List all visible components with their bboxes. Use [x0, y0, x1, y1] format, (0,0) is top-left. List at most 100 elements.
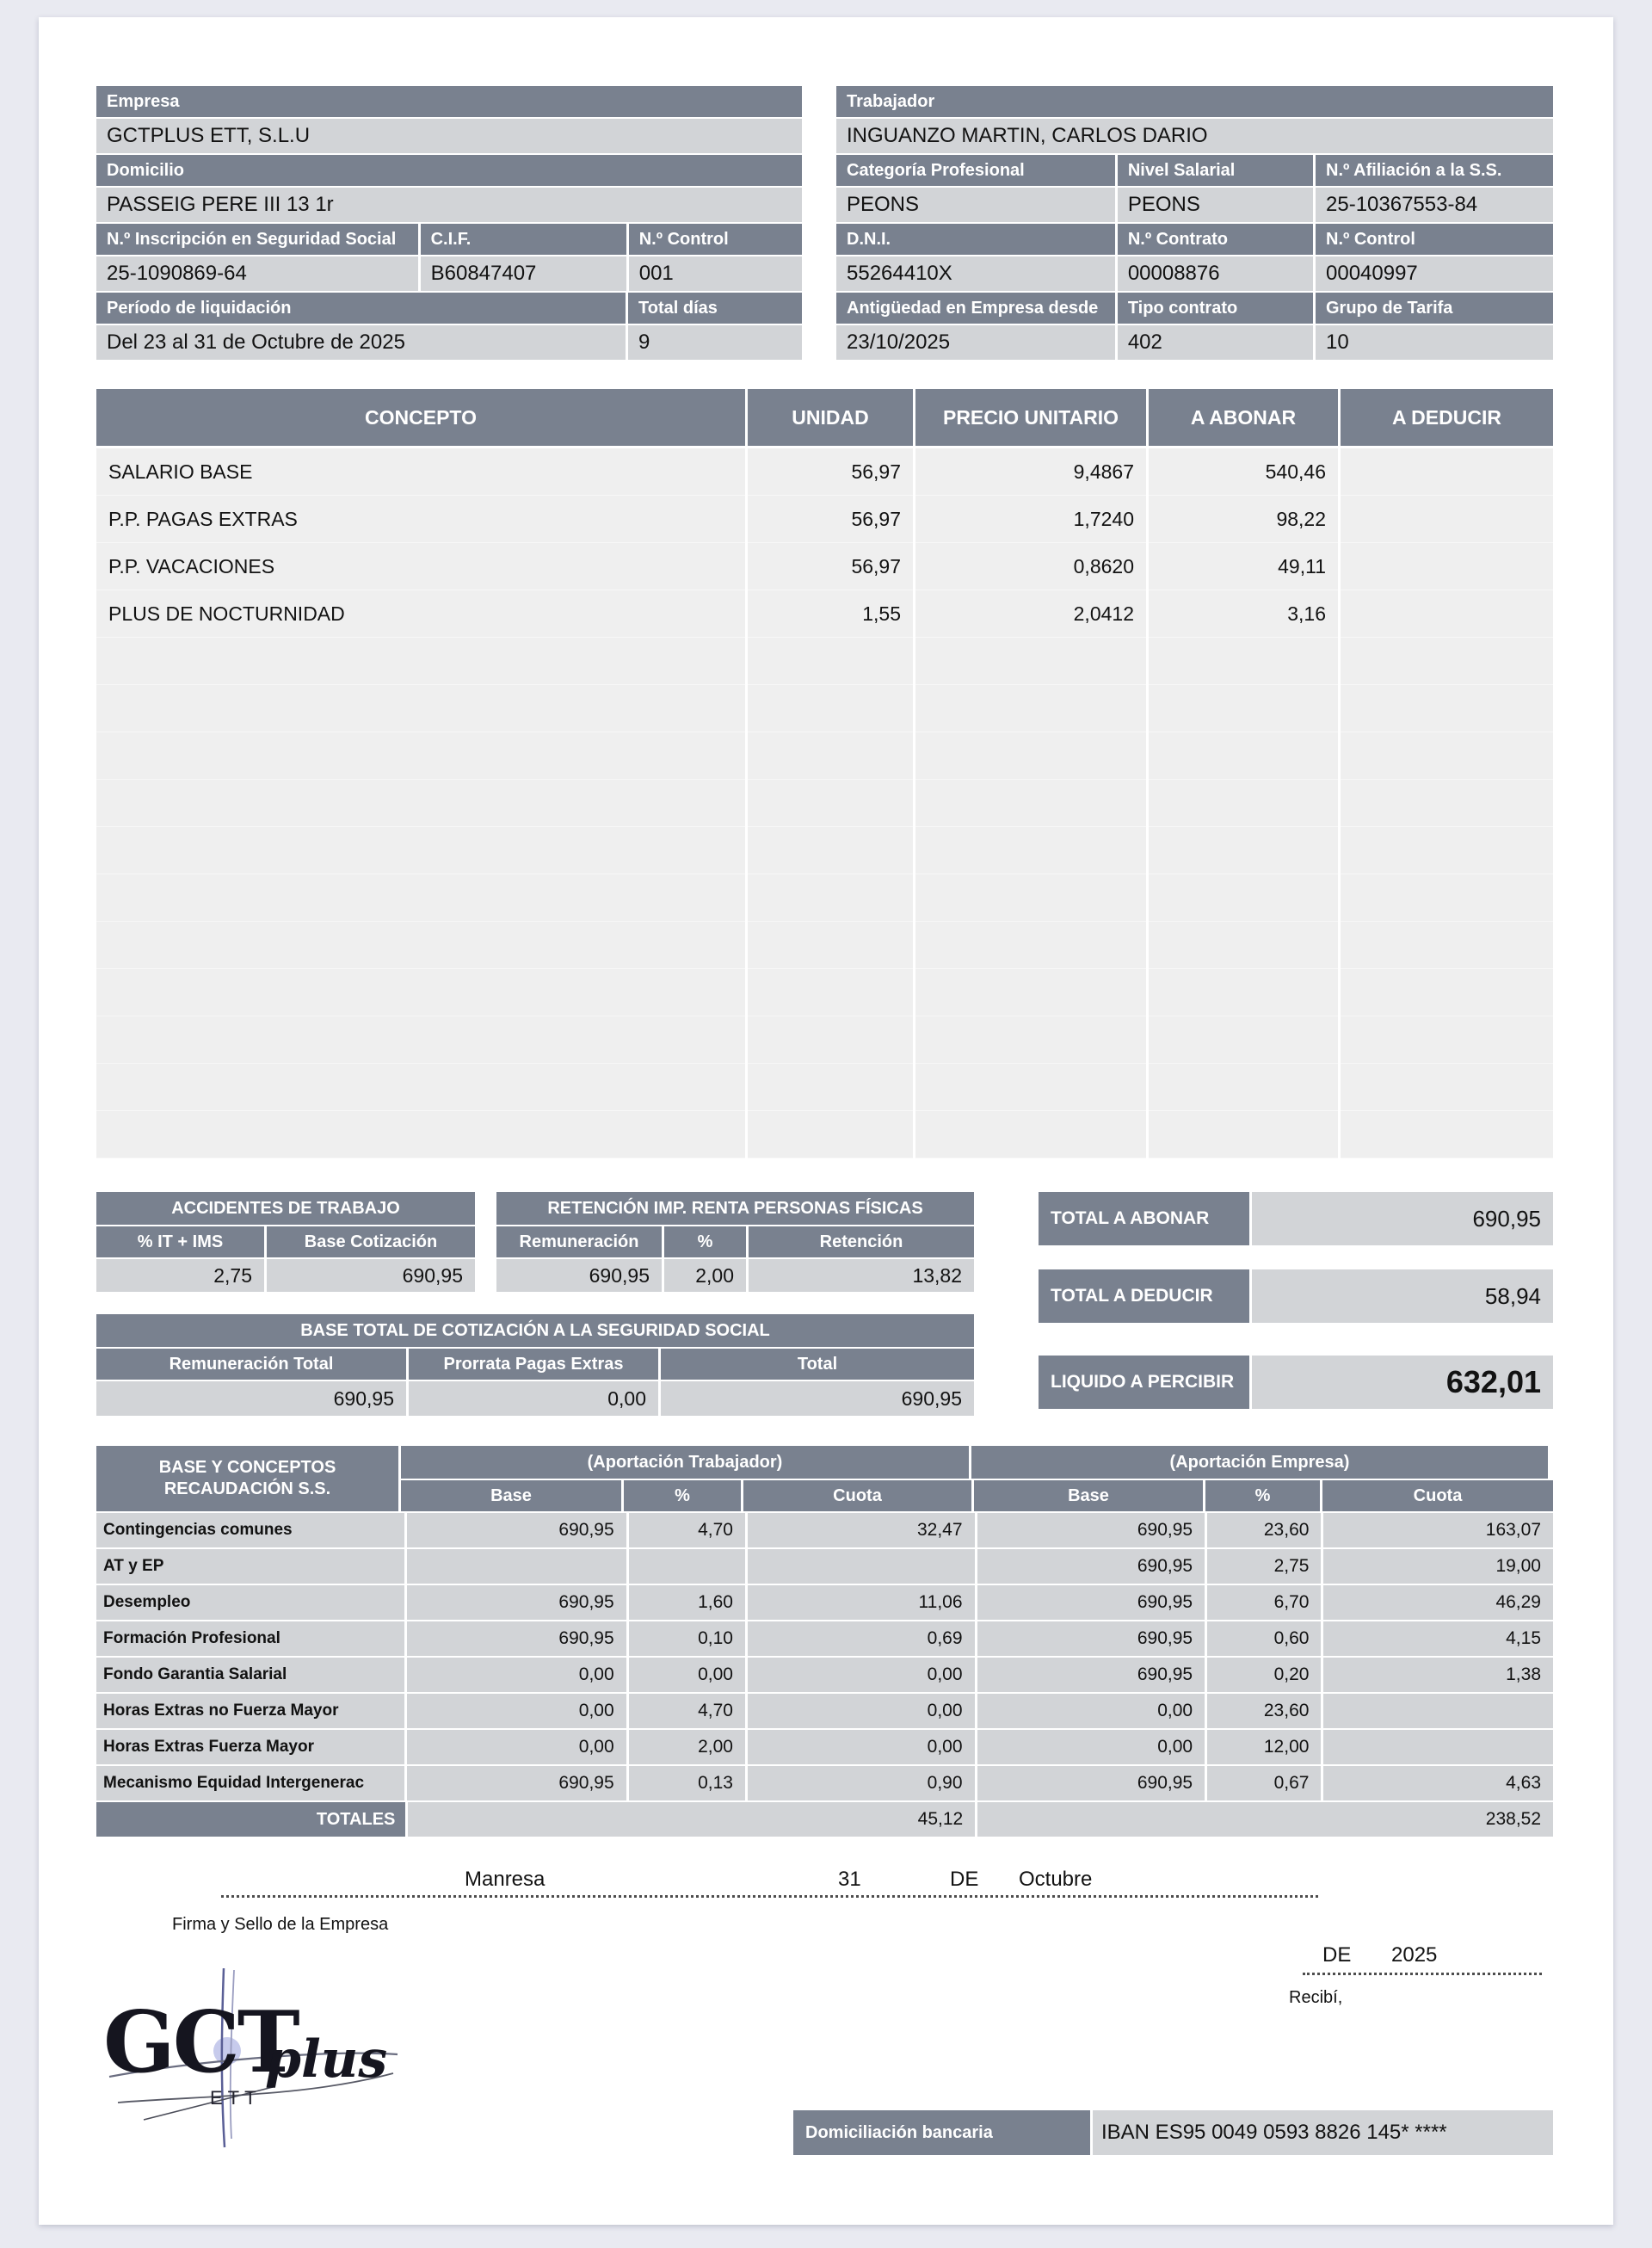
- concepto-table-body: SALARIO BASE 56,97 9,4867 540,46 P.P. PAGAS …: [96, 448, 1553, 1158]
- recaudacion-label-cell: Horas Extras Fuerza Mayor: [96, 1730, 405, 1764]
- signature-month: Octubre: [1019, 1868, 1093, 1891]
- recaudacion-e_pct-cell: 0,67: [1207, 1766, 1322, 1800]
- recaudacion-t_cuota-cell: 0,90: [747, 1766, 975, 1800]
- recaudacion-e_base-cell: 690,95: [977, 1621, 1205, 1656]
- concepto-unidad-cell: 1,55: [748, 590, 913, 638]
- recaudacion-label-cell: AT y EP: [96, 1549, 405, 1584]
- recaudacion-t_cuota-cell: 32,47: [747, 1513, 975, 1547]
- recaudacion-e_pct-cell: 2,75: [1207, 1549, 1322, 1584]
- recaudacion-table: BASE Y CONCEPTOS RECAUDACIÓN S.S. (Aport…: [96, 1446, 1554, 1837]
- signature-year-line: DE 2025: [1322, 1943, 1437, 1967]
- recaudacion-e_base-cell: 690,95: [977, 1585, 1205, 1620]
- concepto-abonar-cell: [1149, 780, 1338, 827]
- base-cotizacion-value: 690,95: [267, 1259, 475, 1292]
- concepto-abonar-cell: [1149, 685, 1338, 732]
- recaudacion-e_cuota-cell: 1,38: [1323, 1658, 1553, 1692]
- trabajador-pct-header: %: [624, 1480, 741, 1511]
- empresa-name: GCTPLUS ETT, S.L.U: [96, 119, 802, 153]
- retencion-pct-value: 2,00: [664, 1259, 746, 1292]
- recaudacion-t_cuota-cell: [747, 1549, 975, 1584]
- trabajador-control-value: 00040997: [1316, 256, 1553, 291]
- concepto-concepto-cell: PLUS DE NOCTURNIDAD: [96, 590, 745, 638]
- table-row: P.P. PAGAS EXTRAS 56,97 1,7240 98,22: [96, 496, 1553, 543]
- recaudacion-e_cuota-cell: 46,29: [1323, 1585, 1553, 1620]
- afiliacion-header: N.º Afiliación a la S.S.: [1316, 155, 1553, 186]
- concepto-deducir-cell: [1341, 448, 1553, 496]
- concepto-abonar-cell: [1149, 827, 1338, 874]
- remuneracion-header: Remuneración: [496, 1226, 662, 1257]
- recaudacion-e_base-cell: 690,95: [977, 1549, 1205, 1584]
- concepto-abonar-cell: [1149, 874, 1338, 922]
- nivel-value: PEONS: [1117, 188, 1313, 222]
- concepto-precio-cell: [915, 732, 1146, 780]
- concepto-concepto-cell: [96, 1111, 745, 1158]
- concepto-abonar-cell: [1149, 732, 1338, 780]
- control-value: 001: [628, 256, 802, 291]
- concepto-unidad-cell: 56,97: [748, 448, 913, 496]
- concepto-precio-cell: [915, 685, 1146, 732]
- totales-trabajador-value: 45,12: [408, 1802, 976, 1837]
- recaudacion-t_base-cell: 690,95: [407, 1766, 626, 1800]
- recaudacion-t_cuota-cell: 0,00: [747, 1730, 975, 1764]
- table-row: Desempleo 690,95 1,60 11,06 690,95 6,70 46,29: [96, 1585, 1553, 1620]
- concepto-abonar-cell: 98,22: [1149, 496, 1338, 543]
- recaudacion-e_cuota-cell: [1323, 1730, 1553, 1764]
- concepto-concepto-cell: [96, 1016, 745, 1064]
- recaudacion-t_base-cell: 690,95: [407, 1585, 626, 1620]
- table-row: [96, 1111, 1553, 1158]
- inscripcion-header: N.º Inscripción en Seguridad Social: [96, 224, 418, 255]
- signature-strokes: [108, 1967, 398, 2148]
- signature-day: 31: [838, 1868, 861, 1891]
- recaudacion-t_base-cell: [407, 1549, 626, 1584]
- dni-value: 55264410X: [836, 256, 1115, 291]
- recaudacion-e_base-cell: 690,95: [977, 1766, 1205, 1800]
- payslip-content: Empresa GCTPLUS ETT, S.L.U Domicilio PAS…: [96, 86, 1554, 2169]
- recaudacion-table-body: Contingencias comunes 690,95 4,70 32,47 690,…: [96, 1513, 1553, 1800]
- concepto-precio-cell: [915, 780, 1146, 827]
- it-ims-value: 2,75: [96, 1259, 264, 1292]
- recaudacion-t_cuota-cell: 11,06: [747, 1585, 975, 1620]
- signature-dotted-line: [221, 1895, 1318, 1898]
- prorrata-value: 0,00: [409, 1381, 658, 1416]
- firma-sello-label: Firma y Sello de la Empresa: [172, 1915, 389, 1934]
- recaudacion-e_pct-cell: 0,20: [1207, 1658, 1322, 1692]
- recaudacion-t_base-cell: 0,00: [407, 1694, 626, 1728]
- concepto-precio-cell: [915, 1064, 1146, 1111]
- totales-empresa-value: 238,52: [977, 1802, 1554, 1837]
- concepto-abonar-cell: 3,16: [1149, 590, 1338, 638]
- recaudacion-t_base-cell: 0,00: [407, 1730, 626, 1764]
- concepto-concepto-cell: [96, 638, 745, 685]
- concepto-deducir-cell: [1341, 590, 1553, 638]
- recaudacion-e_cuota-cell: [1323, 1694, 1553, 1728]
- cif-header: C.I.F.: [420, 224, 626, 255]
- concepto-deducir-cell: [1341, 969, 1553, 1016]
- concepto-precio-cell: [915, 969, 1146, 1016]
- liquido-percibir-value: 632,01: [1252, 1356, 1553, 1409]
- concepto-precio-cell: 1,7240: [915, 496, 1146, 543]
- inscripcion-value: 25-1090869-64: [96, 256, 418, 291]
- empresa-header: Empresa: [96, 86, 802, 117]
- grupo-tarifa-value: 10: [1316, 325, 1553, 360]
- afiliacion-value: 25-10367553-84: [1316, 188, 1553, 222]
- periodo-header: Período de liquidación: [96, 293, 626, 324]
- concepto-concepto-cell: [96, 685, 745, 732]
- recaudacion-e_pct-cell: 6,70: [1207, 1585, 1322, 1620]
- recaudacion-e_cuota-cell: 4,15: [1323, 1621, 1553, 1656]
- it-ims-header: % IT + IMS: [96, 1226, 264, 1257]
- concepto-unidad-cell: [748, 922, 913, 969]
- recibi-dotted-line: [1303, 1973, 1542, 1975]
- concepto-abonar-cell: [1149, 638, 1338, 685]
- concepto-deducir-cell: [1341, 827, 1553, 874]
- cif-value: B60847407: [420, 256, 626, 291]
- table-row: Mecanismo Equidad Intergenerac 690,95 0,13…: [96, 1766, 1553, 1800]
- signature-year: 2025: [1391, 1943, 1438, 1967]
- concepto-unidad-cell: [748, 1016, 913, 1064]
- recaudacion-t_base-cell: 690,95: [407, 1621, 626, 1656]
- recaudacion-e_cuota-cell: 163,07: [1323, 1513, 1553, 1547]
- tipo-contrato-header: Tipo contrato: [1117, 293, 1313, 324]
- empresa-pct-header: %: [1205, 1480, 1320, 1511]
- total-dias-header: Total días: [628, 293, 802, 324]
- concepto-concepto-cell: [96, 827, 745, 874]
- accidentes-title: ACCIDENTES DE TRABAJO: [96, 1192, 475, 1225]
- concepto-unidad-cell: 56,97: [748, 496, 913, 543]
